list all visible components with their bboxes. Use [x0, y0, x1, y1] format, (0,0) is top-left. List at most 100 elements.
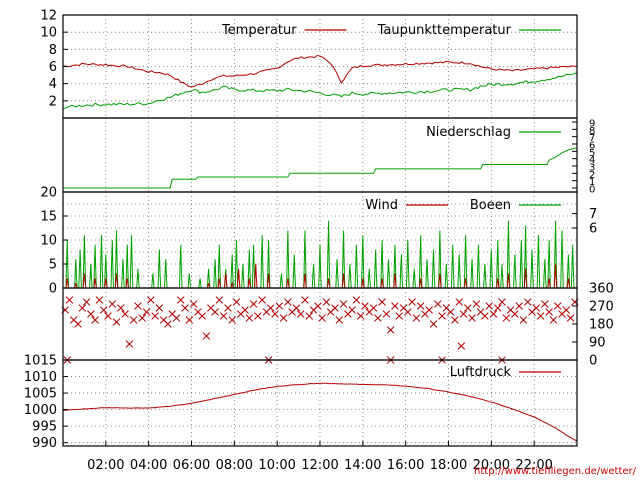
wind-direction-point-86: [429, 320, 438, 328]
wind-direction-point-100: [489, 310, 498, 318]
wind-direction-point-101: [494, 304, 502, 312]
wind-direction-point-51: [279, 314, 288, 322]
wind-direction-point-117: [562, 306, 571, 314]
wind-legend-label-1: Boeen: [470, 198, 511, 213]
precip-rtick-label-5: 5: [589, 148, 595, 159]
precip-legend-label-0: Niederschlag: [426, 125, 511, 140]
x-tick-label-3: 08:00: [216, 458, 253, 473]
precip-rtick-label-8: 8: [589, 126, 595, 137]
wind-direction-point-80: [404, 308, 412, 316]
series-niederschlag-line: [63, 147, 578, 189]
wind-ytick-label-3: 15: [40, 210, 57, 225]
temp-legend-label-1: Taupunkttemperatur: [377, 23, 512, 38]
wind-rtick-label-0: 6: [589, 222, 597, 237]
wind-ytick-label-1: 5: [49, 258, 57, 273]
dir-rtick-label-4: 360: [589, 282, 614, 297]
wind-direction-point-112: [541, 300, 549, 308]
wind-direction-point-81: [408, 298, 416, 306]
dir-rtick-label-2: 180: [589, 318, 614, 333]
wind-direction-point-11: [108, 300, 117, 308]
wind-direction-point-19: [142, 308, 151, 316]
wind-direction-point-85: [425, 306, 433, 314]
wind-direction-point-1: [65, 296, 74, 304]
wind-legend-label-0: Wind: [365, 198, 398, 213]
wind-direction-point-32: [198, 312, 206, 320]
press-ytick-label-1: 995: [32, 420, 57, 435]
x-tick-label-7: 16:00: [387, 458, 424, 473]
wind-direction-point-106: [515, 302, 523, 310]
wind-direction-point-30: [189, 300, 198, 308]
wind-direction-point-91: [451, 316, 459, 324]
wind-direction-point-4: [78, 304, 87, 312]
wind-direction-point-9: [99, 306, 108, 314]
wind-direction-point-124: [457, 342, 466, 350]
wind-direction-point-33: [202, 332, 211, 340]
x-tick-label-5: 12:00: [301, 458, 338, 473]
wind-direction-point-61: [322, 298, 331, 306]
wind-direction-point-35: [211, 308, 219, 316]
wind-direction-point-43: [245, 314, 254, 322]
wind-direction-point-29: [185, 316, 194, 324]
wind-direction-point-92: [455, 298, 463, 306]
wind-direction-point-44: [249, 300, 258, 308]
wind-direction-point-24: [164, 320, 172, 328]
wind-direction-point-14: [121, 310, 129, 318]
wind-direction-point-6: [87, 310, 95, 318]
wind-ytick-label-4: 20: [40, 186, 57, 201]
wind-direction-point-17: [134, 302, 142, 310]
press-legend-label-0: Luftdruck: [450, 365, 512, 380]
wind-direction-point-77: [391, 302, 399, 310]
series-luftdruck-line: [62, 382, 578, 442]
wind-direction-point-46: [258, 296, 266, 304]
x-tick-label-9: 20:00: [473, 458, 510, 473]
wind-direction-point-3: [74, 320, 82, 328]
precip-rtick-label-1: 1: [589, 177, 595, 188]
wind-rtick-label-1: 7: [589, 207, 597, 222]
dir-rtick-label-0: 0: [589, 354, 597, 369]
precip-rtick-label-6: 6: [589, 141, 595, 152]
wind-direction-point-59: [314, 302, 322, 310]
x-tick-label-0: 02:00: [87, 458, 124, 473]
wind-direction-point-67: [348, 306, 356, 314]
temp-ytick-label-2: 6: [49, 60, 57, 75]
wind-direction-point-57: [305, 312, 314, 320]
wind-direction-point-38: [224, 304, 232, 312]
wind-direction-point-68: [352, 296, 361, 304]
wind-direction-point-39: [228, 316, 236, 324]
wind-direction-point-82: [412, 314, 421, 322]
temp-ytick-label-3: 8: [49, 43, 57, 58]
wind-direction-point-40: [232, 298, 241, 306]
wind-direction-point-95: [468, 314, 476, 322]
wind-direction-point-22: [155, 304, 164, 312]
wind-direction-point-63: [331, 304, 339, 312]
wind-direction-point-60: [318, 314, 326, 322]
wind-direction-point-113: [545, 308, 553, 316]
wind-direction-point-70: [361, 302, 369, 310]
wind-direction-point-52: [284, 298, 292, 306]
wind-direction-point-12: [112, 318, 121, 326]
precip-rtick-label-2: 2: [589, 170, 595, 181]
wind-direction-point-94: [464, 304, 472, 312]
x-tick-label-1: 04:00: [130, 458, 167, 473]
x-tick-label-10: 22:00: [515, 458, 552, 473]
temp-ytick-label-1: 4: [49, 77, 57, 92]
wind-direction-point-76: [386, 326, 395, 334]
wind-direction-point-114: [549, 316, 558, 324]
wind-direction-point-16: [129, 316, 138, 324]
x-tick-label-8: 18:00: [430, 458, 467, 473]
wind-direction-point-64: [335, 316, 344, 324]
wind-ytick-label-2: 10: [40, 234, 57, 249]
wind-direction-point-18: [138, 314, 146, 322]
temp-ytick-label-4: 10: [40, 26, 57, 41]
wind-direction-point-93: [459, 310, 468, 318]
wind-direction-point-15: [125, 340, 134, 348]
x-tick-label-2: 06:00: [173, 458, 210, 473]
wind-direction-point-111: [536, 312, 545, 320]
wind-direction-point-75: [382, 310, 391, 318]
wind-direction-point-42: [241, 306, 249, 314]
wind-direction-point-72: [369, 304, 378, 312]
wind-direction-point-108: [523, 298, 532, 306]
press-ytick-label-2: 1000: [24, 403, 57, 418]
press-ytick-label-4: 1010: [24, 370, 57, 385]
